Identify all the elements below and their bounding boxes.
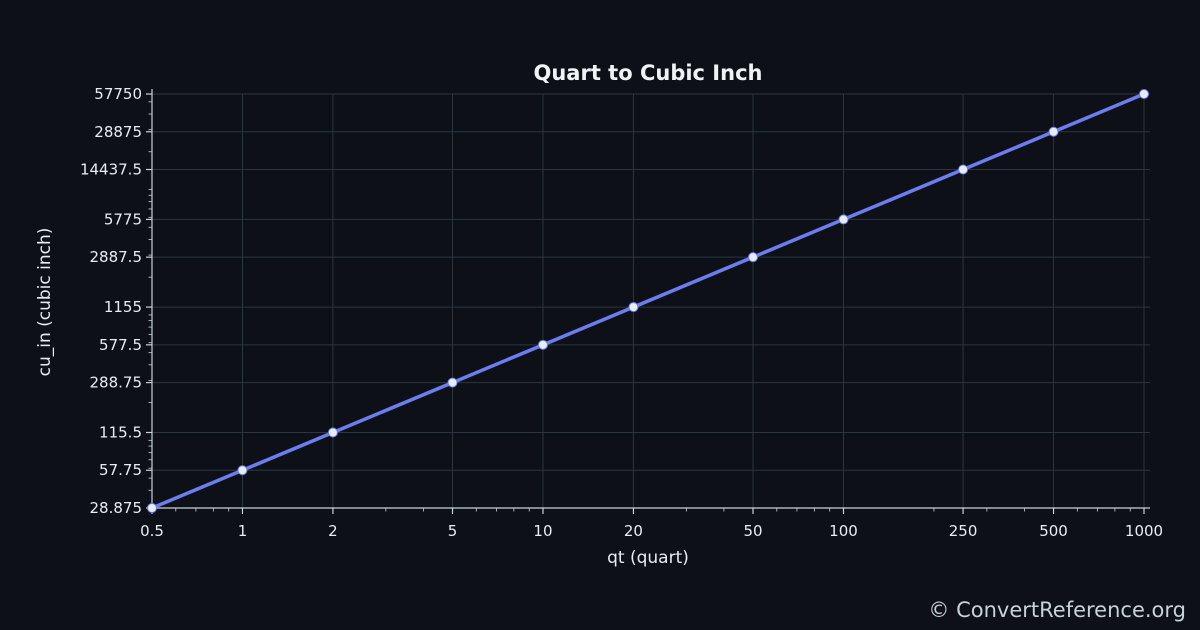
x-tick-label: 1000	[1125, 522, 1163, 540]
data-point	[1140, 90, 1149, 99]
x-tick-label: 5	[448, 522, 458, 540]
y-axis-label: cu_in (cubic inch)	[35, 228, 55, 377]
y-tick-label: 115.5	[99, 423, 142, 441]
data-point	[148, 504, 157, 513]
data-point	[839, 215, 848, 224]
y-tick-label: 288.75	[90, 374, 143, 392]
x-tick-label: 250	[949, 522, 978, 540]
chart-title: Quart to Cubic Inch	[534, 61, 763, 85]
x-tick-label: 20	[624, 522, 643, 540]
data-point	[238, 466, 247, 475]
y-tick-label: 28.875	[90, 499, 143, 517]
x-tick-label: 0.5	[140, 522, 164, 540]
y-tick-label: 5775	[104, 210, 142, 228]
series-layer	[148, 90, 1149, 513]
y-tick-label: 1155	[104, 298, 142, 316]
x-tick-label: 1	[238, 522, 248, 540]
data-point	[1049, 127, 1058, 136]
data-point	[749, 253, 758, 262]
x-tick-label: 100	[829, 522, 858, 540]
data-point	[959, 165, 968, 174]
x-tick-label: 10	[533, 522, 552, 540]
y-tick-label: 28875	[94, 123, 142, 141]
watermark-text: © ConvertReference.org	[928, 598, 1186, 622]
data-point	[629, 303, 638, 312]
x-axis-label: qt (quart)	[607, 548, 689, 568]
y-tick-label: 577.5	[99, 336, 142, 354]
y-tick-label: 57750	[94, 85, 142, 103]
y-tick-label: 57.75	[99, 461, 142, 479]
data-point	[448, 378, 457, 387]
data-point	[538, 340, 547, 349]
y-tick-label: 2887.5	[90, 248, 143, 266]
series-line	[152, 94, 1144, 508]
data-point	[328, 428, 337, 437]
x-tick-label: 500	[1039, 522, 1068, 540]
x-tick-label: 2	[328, 522, 338, 540]
y-tick-label: 14437.5	[80, 161, 142, 179]
x-tick-label: 50	[743, 522, 762, 540]
